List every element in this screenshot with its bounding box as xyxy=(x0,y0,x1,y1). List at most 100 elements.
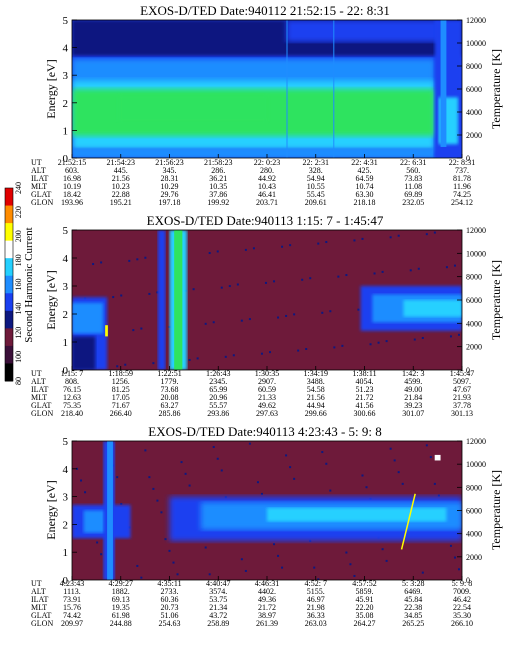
ephemeris-value: 1:42: 3 xyxy=(402,369,424,378)
ephemeris-value: 3574. xyxy=(209,587,227,596)
noise-speck xyxy=(112,296,115,299)
ephemeris-value: 4054. xyxy=(356,377,374,386)
noise-speck xyxy=(277,554,280,557)
vertical-streak xyxy=(286,20,288,158)
colorbar-swatch xyxy=(5,345,13,364)
noise-speck xyxy=(385,559,388,562)
ephemeris-value: 301.13 xyxy=(451,409,473,418)
colorbar-swatches xyxy=(5,188,13,382)
ephemeris-value: 74.42 xyxy=(63,611,81,620)
noise-speck xyxy=(437,494,440,497)
y2-tick-label: 6000 xyxy=(466,296,482,305)
noise-speck xyxy=(132,329,135,332)
noise-speck xyxy=(365,486,368,489)
hot-speck xyxy=(105,325,108,337)
ephemeris-value: 43.72 xyxy=(209,611,227,620)
ephemeris-value: 197.18 xyxy=(159,198,181,207)
ephemeris-value: 51.06 xyxy=(161,611,179,620)
ephemeris-value: 36.21 xyxy=(209,174,227,183)
colorbar-frame xyxy=(4,187,14,382)
ephemeris-value: 37.86 xyxy=(209,190,227,199)
high-energy-blue-band xyxy=(286,20,443,43)
panel-3-title: EXOS-D/TED Date:940113 4:23:43 - 5: 9: 8 xyxy=(148,424,382,439)
ephemeris-value: 21.72 xyxy=(258,603,276,612)
ephemeris-value: 36.33 xyxy=(307,611,325,620)
ephemeris-value: 55.57 xyxy=(209,401,227,410)
noise-speck xyxy=(256,481,259,484)
y-tick-label: 2 xyxy=(63,519,69,531)
noise-speck xyxy=(252,247,255,250)
ephemeris-row-label: ALT xyxy=(31,377,46,386)
colorbar: 80 100 120 140 160 180 200 220 240 Second Harmon… xyxy=(4,182,35,385)
ephemeris-value: 21.56 xyxy=(112,174,130,183)
noise-speck xyxy=(148,292,151,295)
ephemeris-row-label: ALT xyxy=(31,166,46,175)
noise-speck xyxy=(297,349,300,352)
noise-speck xyxy=(136,258,139,261)
noise-speck xyxy=(373,272,376,275)
vertical-flux-core xyxy=(174,230,183,370)
y-tick-label: 0 xyxy=(63,365,69,377)
ephemeris-value: 560. xyxy=(406,166,420,175)
ephemeris-value: 45.84 xyxy=(404,595,422,604)
noise-speck xyxy=(325,462,328,465)
ephemeris-row-label: UT xyxy=(31,369,42,378)
ephemeris-row-label: GLON xyxy=(31,198,53,207)
colorbar-title: Second Harmonic Current xyxy=(23,227,35,342)
panel-2-spectrogram xyxy=(72,230,462,370)
ephemeris-value: 345. xyxy=(163,166,177,175)
colorbar-tick-label: 140 xyxy=(14,303,23,315)
ephemeris-value: 21.98 xyxy=(307,603,325,612)
ephemeris-value: 10.35 xyxy=(209,182,227,191)
noise-speck xyxy=(449,335,452,338)
colorbar-tick-label: 180 xyxy=(14,254,23,266)
noise-speck xyxy=(128,259,131,262)
noise-speck xyxy=(321,451,324,454)
ephemeris-value: 20.08 xyxy=(161,393,179,402)
noise-speck xyxy=(345,274,348,277)
ephemeris-value: 203.71 xyxy=(256,198,278,207)
noise-speck xyxy=(349,563,352,566)
ephemeris-value: 73.83 xyxy=(404,174,422,183)
noise-speck xyxy=(369,343,372,346)
noise-speck xyxy=(421,336,424,339)
noise-speck xyxy=(389,447,392,450)
noise-speck xyxy=(196,357,199,360)
ephemeris-row-label: UT xyxy=(31,579,42,588)
noise-speck xyxy=(168,325,171,328)
ephemeris-value: 22: 4:31 xyxy=(351,158,377,167)
ephemeris-value: 22.54 xyxy=(453,603,471,612)
ephemeris-value: 1:45:47 xyxy=(450,369,474,378)
ephemeris-value: 195.21 xyxy=(110,198,132,207)
spectrogram-panel-1: EXOS-D/TED Date:940112 21:52:15 - 22: 8:… xyxy=(31,3,503,207)
noise-speck xyxy=(377,341,380,344)
ephemeris-value: 4402. xyxy=(258,587,276,596)
ephemeris-value: 15.76 xyxy=(63,603,81,612)
noise-speck xyxy=(96,541,99,544)
noise-speck xyxy=(140,327,143,330)
noise-speck xyxy=(208,252,211,255)
noise-speck xyxy=(273,280,276,283)
noise-speck xyxy=(433,231,436,234)
y-tick-label: 1 xyxy=(63,547,69,559)
ephemeris-value: 4:46:31 xyxy=(255,579,279,588)
noise-speck xyxy=(232,354,235,357)
ephemeris-value: 22: 8:31 xyxy=(449,158,475,167)
y2-tick-label: 10000 xyxy=(466,39,486,48)
noise-speck xyxy=(325,241,328,244)
noise-speck xyxy=(76,467,79,470)
ephemeris-value: 28.31 xyxy=(161,174,179,183)
ephemeris-value: 73.91 xyxy=(63,595,81,604)
ephemeris-value: 280. xyxy=(260,166,274,175)
noise-speck xyxy=(180,461,183,464)
ephemeris-value: 193.96 xyxy=(61,198,83,207)
ephemeris-value: 808. xyxy=(65,377,79,386)
hot-speck xyxy=(434,454,441,461)
noise-speck xyxy=(156,291,159,294)
end-region-streak xyxy=(440,20,447,147)
panel-3-axes: 0 1 2 3 4 5 0 2000 4000 6000 8000 10000 12000 xyxy=(63,436,487,587)
noise-speck xyxy=(293,477,296,480)
ephemeris-value: 44.92 xyxy=(258,174,276,183)
